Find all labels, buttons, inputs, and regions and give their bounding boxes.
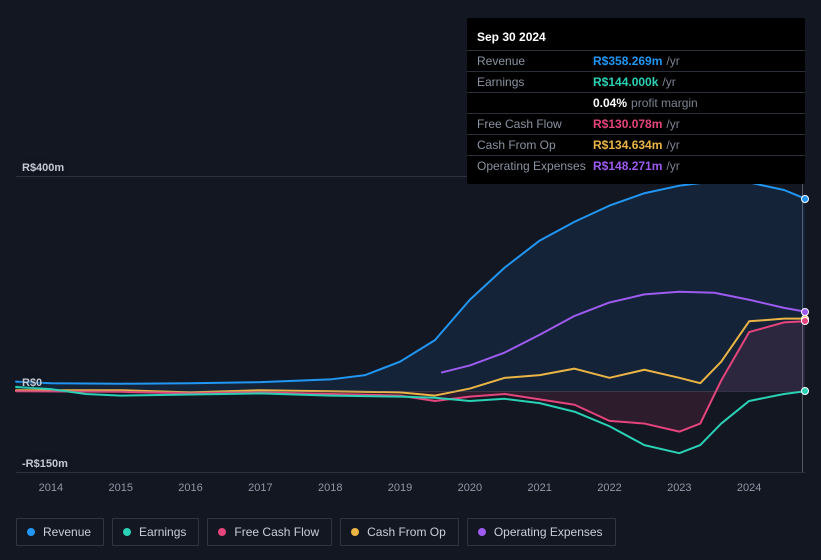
legend-label: Free Cash Flow xyxy=(234,525,319,539)
y-axis-label: R$400m xyxy=(22,162,64,174)
legend-label: Earnings xyxy=(139,525,186,539)
tooltip-value: R$134.634m xyxy=(593,138,662,152)
tooltip-value: R$148.271m xyxy=(593,159,662,173)
x-axis-label: 2022 xyxy=(597,482,621,494)
legend-swatch-icon xyxy=(218,528,226,536)
gridline xyxy=(16,472,805,473)
tooltip-value: R$130.078m xyxy=(593,117,662,131)
x-axis-label: 2014 xyxy=(39,482,63,494)
x-axis-label: 2019 xyxy=(388,482,412,494)
x-axis-label: 2015 xyxy=(108,482,132,494)
tooltip-label: Cash From Op xyxy=(477,138,593,152)
tooltip-row: Cash From OpR$134.634m/yr xyxy=(467,134,805,155)
legend-label: Operating Expenses xyxy=(494,525,603,539)
x-axis-label: 2024 xyxy=(737,482,761,494)
tooltip-value: 0.04% xyxy=(593,96,627,110)
tooltip-suffix: /yr xyxy=(666,159,679,173)
tooltip-value: R$358.269m xyxy=(593,54,662,68)
tooltip-row: 0.04% profit margin xyxy=(467,92,805,113)
legend-label: Cash From Op xyxy=(367,525,446,539)
tooltip-panel: Sep 30 2024 RevenueR$358.269m/yrEarnings… xyxy=(467,18,805,184)
tooltip-suffix: /yr xyxy=(666,138,679,152)
tooltip-suffix: /yr xyxy=(666,117,679,131)
x-axis-label: 2023 xyxy=(667,482,691,494)
legend-item-cashop[interactable]: Cash From Op xyxy=(340,518,459,546)
tooltip-row: Free Cash FlowR$130.078m/yr xyxy=(467,113,805,134)
legend: Revenue Earnings Free Cash Flow Cash From O… xyxy=(16,518,616,546)
tooltip-row: EarningsR$144.000k/yr xyxy=(467,71,805,92)
tooltip-suffix: /yr xyxy=(666,54,679,68)
gridline xyxy=(16,391,805,392)
tooltip-row: Operating ExpensesR$148.271m/yr xyxy=(467,155,805,176)
legend-item-opex[interactable]: Operating Expenses xyxy=(467,518,616,546)
legend-item-revenue[interactable]: Revenue xyxy=(16,518,104,546)
series-fill-revenue xyxy=(16,181,805,391)
legend-swatch-icon xyxy=(351,528,359,536)
financial-chart[interactable]: R$400m R$0 -R$150m 2014 2015 2016 2017 2018 201… xyxy=(16,160,805,500)
x-axis-label: 2021 xyxy=(527,482,551,494)
tooltip-label xyxy=(477,96,593,110)
legend-swatch-icon xyxy=(27,528,35,536)
x-axis-label: 2018 xyxy=(318,482,342,494)
tooltip-suffix: /yr xyxy=(662,75,675,89)
legend-item-fcf[interactable]: Free Cash Flow xyxy=(207,518,332,546)
marker-fcf xyxy=(801,317,809,325)
legend-item-earnings[interactable]: Earnings xyxy=(112,518,199,546)
legend-label: Revenue xyxy=(43,525,91,539)
legend-swatch-icon xyxy=(478,528,486,536)
tooltip-label: Operating Expenses xyxy=(477,159,593,173)
tooltip-label: Earnings xyxy=(477,75,593,89)
marker-revenue xyxy=(801,195,809,203)
tooltip-date: Sep 30 2024 xyxy=(467,26,805,50)
tooltip-label: Revenue xyxy=(477,54,593,68)
tooltip-row: RevenueR$358.269m/yr xyxy=(467,50,805,71)
x-axis-label: 2016 xyxy=(178,482,202,494)
y-axis-label: -R$150m xyxy=(22,458,68,470)
x-axis-label: 2017 xyxy=(248,482,272,494)
tooltip-value: R$144.000k xyxy=(593,75,658,89)
tooltip-label: Free Cash Flow xyxy=(477,117,593,131)
y-axis-label: R$0 xyxy=(22,377,42,389)
tooltip-suffix: profit margin xyxy=(631,96,698,110)
marker-earnings xyxy=(801,387,809,395)
x-axis-label: 2020 xyxy=(458,482,482,494)
chart-series-svg xyxy=(16,176,805,472)
plot-area[interactable] xyxy=(16,176,805,472)
legend-swatch-icon xyxy=(123,528,131,536)
